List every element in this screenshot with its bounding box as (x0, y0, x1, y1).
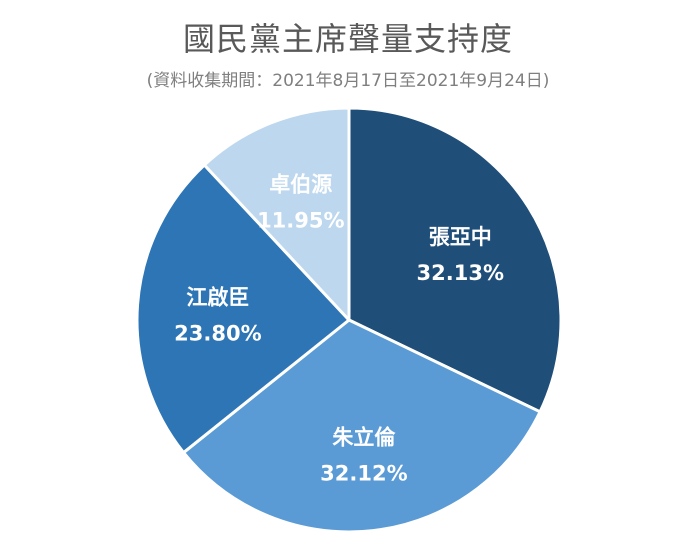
chart-subtitle: (資料收集期間：2021年8月17日至2021年9月24日) (146, 71, 550, 91)
chart-title: 國民黨主席聲量支持度 (182, 20, 513, 58)
slice-name-label: 朱立倫 (332, 426, 396, 450)
slice-name-label: 江啟臣 (186, 286, 249, 310)
slice-name-label: 卓伯源 (269, 173, 332, 197)
slice-value-label: 23.80% (174, 322, 261, 346)
pie-slice (135, 163, 351, 455)
slice-value-label: 32.12% (320, 462, 407, 486)
pie-slice (182, 318, 542, 534)
pie-slice (202, 106, 351, 322)
slice-name-label: 張亞中 (429, 225, 492, 249)
slice-value-label: 11.95% (257, 209, 344, 233)
pie-slice (347, 106, 563, 414)
slice-value-label: 32.13% (417, 261, 504, 285)
